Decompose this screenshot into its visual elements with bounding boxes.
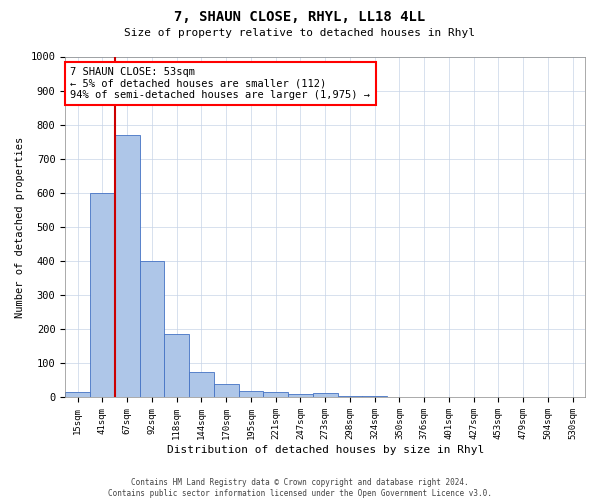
Bar bbox=[387, 397, 412, 398]
Bar bbox=[338, 396, 362, 398]
Bar bbox=[140, 261, 164, 398]
Y-axis label: Number of detached properties: Number of detached properties bbox=[15, 136, 25, 318]
Bar bbox=[214, 384, 239, 398]
Bar bbox=[65, 392, 90, 398]
Bar bbox=[313, 394, 338, 398]
Bar bbox=[189, 372, 214, 398]
Text: Contains HM Land Registry data © Crown copyright and database right 2024.
Contai: Contains HM Land Registry data © Crown c… bbox=[108, 478, 492, 498]
X-axis label: Distribution of detached houses by size in Rhyl: Distribution of detached houses by size … bbox=[167, 445, 484, 455]
Bar bbox=[362, 396, 387, 398]
Text: 7 SHAUN CLOSE: 53sqm
← 5% of detached houses are smaller (112)
94% of semi-detac: 7 SHAUN CLOSE: 53sqm ← 5% of detached ho… bbox=[70, 66, 370, 100]
Text: Size of property relative to detached houses in Rhyl: Size of property relative to detached ho… bbox=[125, 28, 476, 38]
Bar bbox=[115, 135, 140, 398]
Bar bbox=[263, 392, 288, 398]
Bar bbox=[239, 392, 263, 398]
Bar bbox=[164, 334, 189, 398]
Bar bbox=[288, 394, 313, 398]
Bar bbox=[90, 193, 115, 398]
Text: 7, SHAUN CLOSE, RHYL, LL18 4LL: 7, SHAUN CLOSE, RHYL, LL18 4LL bbox=[175, 10, 425, 24]
